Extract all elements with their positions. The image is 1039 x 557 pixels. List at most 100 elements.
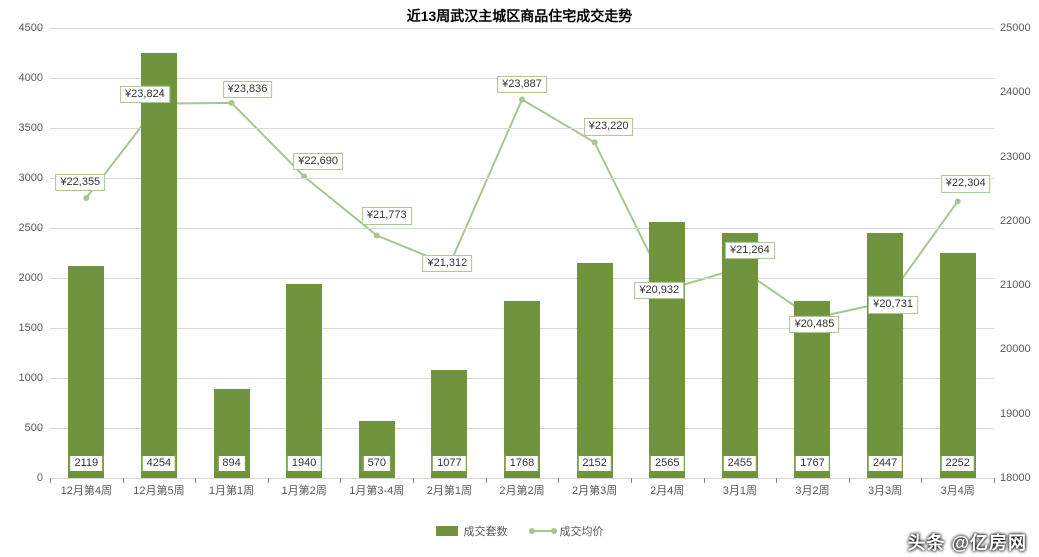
watermark-text: 头条 @亿房网: [907, 529, 1027, 555]
line-data-label: ¥23,887: [497, 75, 547, 92]
x-axis-label: 3月2周: [795, 482, 829, 498]
x-axis-label: 2月第1周: [427, 482, 472, 498]
x-tick: [486, 478, 487, 483]
legend-swatch-bar: [436, 526, 458, 536]
plot-area: 2119 4254 894 1940 570 1077 1768 2152 2565 2455 17…: [50, 28, 994, 478]
y-right-tick-label: 24000: [1000, 86, 1031, 98]
bar-data-label: 1077: [432, 455, 466, 472]
x-axis-label: 2月第3周: [572, 482, 617, 498]
y-right-tick-label: 18000: [1000, 472, 1031, 484]
legend-item-line: 成交均价: [532, 523, 604, 539]
y-left-tick-label: 2000: [19, 272, 43, 284]
bar-data-label: 2447: [868, 455, 902, 472]
bar-data-label: 2252: [940, 455, 974, 472]
x-axis-label: 12月第4周: [61, 482, 112, 498]
line-data-label: ¥23,824: [120, 86, 170, 103]
bar-data-label: 1768: [505, 455, 539, 472]
legend: 成交套数 成交均价: [0, 523, 1039, 539]
line-marker: [374, 232, 380, 238]
x-tick: [340, 478, 341, 483]
line-data-label: ¥21,264: [725, 242, 775, 259]
line-data-label: ¥22,355: [55, 174, 105, 191]
chart-title: 近13周武汉主城区商品住宅成交走势: [0, 6, 1039, 26]
bar-data-label: 4254: [142, 455, 176, 472]
line-data-label: ¥22,690: [293, 152, 343, 169]
bar-data-label: 2455: [723, 455, 757, 472]
bar: [867, 233, 903, 478]
gridline: [50, 178, 994, 179]
x-tick: [849, 478, 850, 483]
bar: [940, 253, 976, 478]
y-left-tick-label: 500: [25, 422, 43, 434]
x-axis-label: 1月第3-4周: [349, 482, 404, 498]
line-marker: [955, 198, 961, 204]
bar-data-label: 570: [363, 455, 391, 472]
gridline: [50, 278, 994, 279]
gridline: [50, 478, 994, 479]
x-tick: [994, 478, 995, 483]
gridline: [50, 128, 994, 129]
x-axis-label: 1月第1周: [209, 482, 254, 498]
y-left-tick-label: 2500: [19, 222, 43, 234]
x-axis-label: 3月1周: [723, 482, 757, 498]
line-marker: [519, 97, 525, 103]
x-tick: [195, 478, 196, 483]
line-data-label: ¥23,836: [223, 81, 273, 98]
y-left-tick-label: 0: [37, 472, 43, 484]
line-data-label: ¥21,773: [362, 207, 412, 224]
bar: [649, 222, 685, 479]
y-left-tick-label: 1000: [19, 372, 43, 384]
y-left-tick-label: 1500: [19, 322, 43, 334]
y-left-tick-label: 4500: [19, 22, 43, 34]
gridline: [50, 228, 994, 229]
line-data-label: ¥23,220: [584, 118, 634, 135]
x-tick: [50, 478, 51, 483]
x-axis-label: 2月第2周: [499, 482, 544, 498]
line-marker: [83, 195, 89, 201]
x-tick: [413, 478, 414, 483]
bar-data-label: 2119: [69, 455, 103, 472]
y-right-tick-label: 25000: [1000, 22, 1031, 34]
bar-data-label: 1940: [287, 455, 321, 472]
y-left-tick-label: 4000: [19, 72, 43, 84]
legend-label-bars: 成交套数: [464, 523, 508, 539]
x-tick: [268, 478, 269, 483]
line-data-label: ¥20,731: [868, 296, 918, 313]
legend-label-line: 成交均价: [560, 523, 604, 539]
y-left-tick-label: 3500: [19, 122, 43, 134]
line-data-label: ¥21,312: [422, 255, 472, 272]
y-right-tick-label: 19000: [1000, 408, 1031, 420]
bar-data-label: 2152: [577, 455, 611, 472]
bar-data-label: 2565: [650, 455, 684, 472]
x-tick: [558, 478, 559, 483]
line-data-label: ¥20,932: [634, 281, 684, 298]
legend-swatch-line: [532, 530, 554, 532]
x-axis-label: 2月4周: [650, 482, 684, 498]
bar: [722, 233, 758, 479]
x-tick: [776, 478, 777, 483]
bar-data-label: 894: [217, 455, 245, 472]
bar: [577, 263, 613, 478]
legend-item-bars: 成交套数: [436, 523, 508, 539]
x-tick: [123, 478, 124, 483]
bar: [286, 284, 322, 478]
line-path: [86, 100, 957, 319]
x-axis-label: 1月第2周: [282, 482, 327, 498]
line-marker: [229, 100, 235, 106]
x-axis-label: 3月4周: [941, 482, 975, 498]
combo-chart: 近13周武汉主城区商品住宅成交走势 2119 4254 894 1940 570 1077…: [0, 0, 1039, 557]
x-axis-label: 3月3周: [868, 482, 902, 498]
gridline: [50, 28, 994, 29]
line-data-label: ¥22,304: [941, 175, 991, 192]
y-left-tick-label: 3000: [19, 172, 43, 184]
bar: [68, 266, 104, 478]
y-right-tick-label: 20000: [1000, 343, 1031, 355]
y-right-tick-label: 22000: [1000, 215, 1031, 227]
bar-data-label: 1767: [795, 455, 829, 472]
x-tick: [921, 478, 922, 483]
x-tick: [704, 478, 705, 483]
x-tick: [631, 478, 632, 483]
bar: [504, 301, 540, 478]
line-marker: [592, 139, 598, 145]
line-data-label: ¥20,485: [790, 316, 840, 333]
